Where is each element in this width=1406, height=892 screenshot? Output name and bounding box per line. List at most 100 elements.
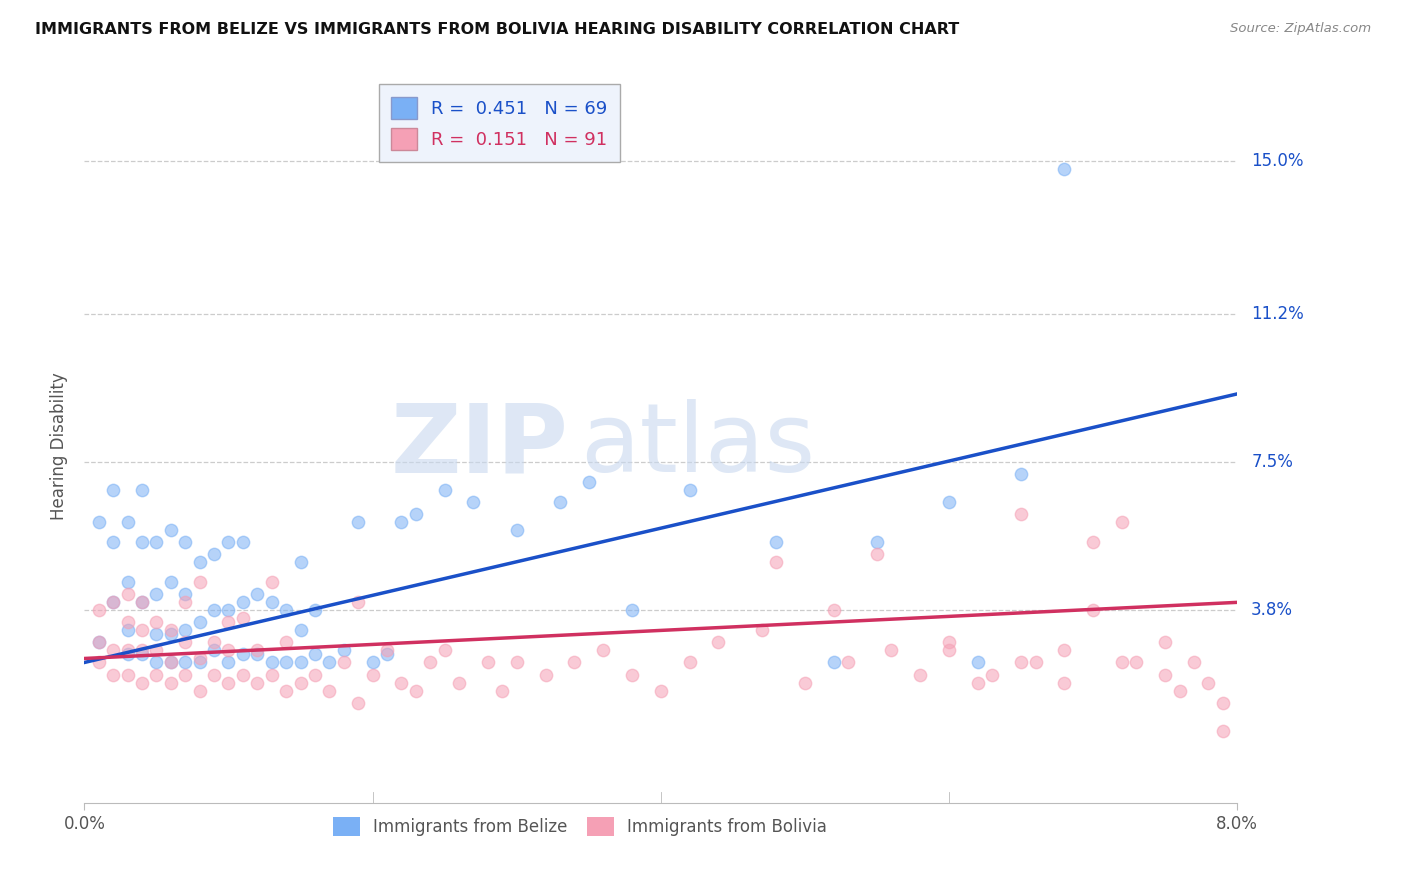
Point xyxy=(160,523,183,537)
Point xyxy=(1154,635,1177,649)
Point xyxy=(87,635,110,649)
Point xyxy=(938,495,960,509)
Point xyxy=(145,615,167,630)
Point xyxy=(188,555,211,569)
Point xyxy=(117,643,139,657)
Point xyxy=(679,483,702,497)
Point xyxy=(202,547,225,561)
Point xyxy=(174,667,197,681)
Point xyxy=(276,603,298,617)
Point xyxy=(202,667,225,681)
Point xyxy=(117,667,139,681)
Point xyxy=(463,495,485,509)
Point xyxy=(232,648,254,662)
Point xyxy=(405,507,427,521)
Point xyxy=(534,667,557,681)
Point xyxy=(202,635,225,649)
Point xyxy=(765,535,787,549)
Point xyxy=(880,643,903,657)
Point xyxy=(160,575,183,590)
Text: Source: ZipAtlas.com: Source: ZipAtlas.com xyxy=(1230,22,1371,36)
Point xyxy=(477,656,499,670)
Point xyxy=(103,667,124,681)
Point xyxy=(202,603,225,617)
Point xyxy=(375,643,398,657)
Point xyxy=(87,603,110,617)
Point xyxy=(794,675,817,690)
Point xyxy=(1125,656,1147,670)
Point xyxy=(1182,656,1205,670)
Point xyxy=(823,656,845,670)
Text: atlas: atlas xyxy=(581,400,815,492)
Point xyxy=(506,656,529,670)
Point xyxy=(1025,656,1047,670)
Point xyxy=(276,656,298,670)
Point xyxy=(145,627,167,641)
Point xyxy=(419,656,441,670)
Point xyxy=(174,624,197,638)
Point xyxy=(347,696,370,710)
Point xyxy=(103,595,124,609)
Point xyxy=(145,587,167,601)
Point xyxy=(131,483,153,497)
Point xyxy=(967,675,990,690)
Point xyxy=(276,683,298,698)
Point xyxy=(232,595,254,609)
Point xyxy=(433,643,456,657)
Point xyxy=(592,643,614,657)
Point xyxy=(391,675,413,690)
Point xyxy=(174,535,197,549)
Point xyxy=(1053,162,1076,177)
Point xyxy=(188,615,211,630)
Point xyxy=(1111,515,1133,529)
Point xyxy=(1111,656,1133,670)
Point xyxy=(578,475,600,489)
Point xyxy=(160,656,183,670)
Point xyxy=(218,535,240,549)
Point xyxy=(218,675,240,690)
Point xyxy=(765,555,787,569)
Point xyxy=(276,635,298,649)
Point xyxy=(218,615,240,630)
Text: 11.2%: 11.2% xyxy=(1251,305,1303,323)
Point xyxy=(87,635,110,649)
Point xyxy=(433,483,456,497)
Point xyxy=(290,624,312,638)
Point xyxy=(621,603,644,617)
Point xyxy=(174,587,197,601)
Y-axis label: Hearing Disability: Hearing Disability xyxy=(49,372,67,520)
Text: ZIP: ZIP xyxy=(391,400,568,492)
Point xyxy=(621,667,644,681)
Point xyxy=(218,643,240,657)
Point xyxy=(131,535,153,549)
Point xyxy=(131,648,153,662)
Point xyxy=(232,667,254,681)
Point xyxy=(679,656,702,670)
Point xyxy=(145,656,167,670)
Point xyxy=(145,667,167,681)
Point xyxy=(260,595,283,609)
Point xyxy=(117,575,139,590)
Point xyxy=(1010,507,1032,521)
Point xyxy=(103,643,124,657)
Point xyxy=(145,643,167,657)
Point xyxy=(145,535,167,549)
Point xyxy=(232,611,254,625)
Point xyxy=(333,656,356,670)
Point xyxy=(1212,723,1234,738)
Point xyxy=(333,643,356,657)
Point xyxy=(246,587,269,601)
Point xyxy=(347,595,370,609)
Point xyxy=(290,555,312,569)
Point xyxy=(117,587,139,601)
Point xyxy=(188,651,211,665)
Point xyxy=(160,627,183,641)
Point xyxy=(1154,667,1177,681)
Point xyxy=(491,683,513,698)
Point xyxy=(131,624,153,638)
Point xyxy=(103,595,124,609)
Point xyxy=(751,624,773,638)
Point xyxy=(117,624,139,638)
Point xyxy=(1053,643,1076,657)
Point xyxy=(260,656,283,670)
